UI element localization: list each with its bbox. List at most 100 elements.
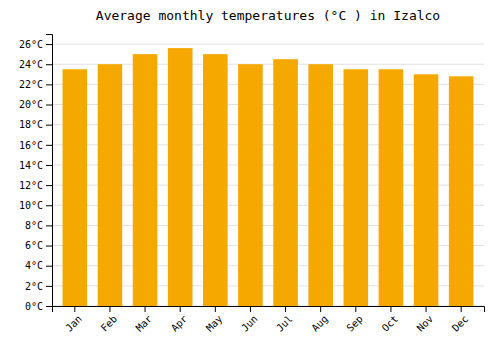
tick-label: 24°C [19, 59, 43, 70]
tick-label: 12°C [19, 180, 43, 191]
bar [63, 69, 88, 306]
tick: Oct [380, 306, 401, 334]
bar [168, 48, 193, 306]
tick: Jan [63, 306, 84, 334]
tick-label: 10°C [19, 200, 43, 211]
tick-mark [46, 286, 52, 287]
tick: Dec [450, 306, 471, 334]
tick: Aug [309, 306, 330, 334]
tick-mark [320, 306, 321, 312]
bar [379, 69, 404, 306]
tick-mark [355, 306, 356, 312]
tick-mark [461, 306, 462, 312]
tick: Sep [344, 306, 365, 334]
tick-label: 2°C [25, 281, 43, 292]
tick-mark [46, 105, 52, 106]
tick-label: Nov [415, 313, 436, 334]
tick-mark [46, 125, 52, 126]
tick-mark [390, 306, 391, 312]
tick-label: May [204, 313, 225, 334]
tick-label: Jan [63, 313, 84, 334]
title: Average monthly temperatures (°C ) in Iz… [96, 8, 440, 23]
grid-line [52, 44, 484, 45]
tick: Apr [169, 306, 190, 334]
tick: 14°C [19, 160, 52, 171]
tick-label: 18°C [19, 119, 43, 130]
tick-label: Mar [134, 313, 155, 334]
tick-label: 22°C [19, 79, 43, 90]
tick-mark [46, 145, 52, 146]
tick: Mar [134, 306, 155, 334]
tick: Feb [99, 306, 120, 334]
tick: 24°C [19, 59, 52, 70]
tick: 18°C [19, 119, 52, 130]
bar [308, 64, 333, 306]
bar [449, 76, 474, 306]
tick: 12°C [19, 180, 52, 191]
tick-label: 20°C [19, 99, 43, 110]
tick-label: Oct [380, 313, 401, 334]
tick-label: Jul [274, 313, 295, 334]
bar [238, 64, 263, 306]
plot: 0°C 2°C 4°C 6°C 8°C 10°C 12°C 14°C 16°C 18°C 20°C 2… [19, 35, 485, 334]
bar [203, 54, 228, 306]
tick-mark [250, 306, 251, 312]
tick: Nov [415, 306, 436, 334]
tick-label: Aug [309, 313, 330, 334]
tick-label: 14°C [19, 160, 43, 171]
tick: 0°C [25, 301, 52, 312]
tick-label: Dec [450, 313, 471, 334]
tick-mark [74, 306, 75, 312]
tick-label: 4°C [25, 260, 43, 271]
tick: 6°C [25, 240, 52, 251]
tick-mark [46, 266, 52, 267]
tick-mark [46, 205, 52, 206]
tick-mark [145, 306, 146, 312]
tick: 22°C [19, 79, 52, 90]
tick: Jun [239, 306, 260, 334]
tick: 8°C [25, 220, 52, 231]
tick-label: 8°C [25, 220, 43, 231]
tick-mark [109, 306, 110, 312]
tick: 10°C [19, 200, 52, 211]
x-axis: Jan Feb Mar Apr May Jun Jul Aug Sep Oct Nov Dec [53, 306, 485, 334]
chart: 0°C 2°C 4°C 6°C 8°C 10°C 12°C 14°C 16°C 18°C 20°C 2… [0, 0, 500, 350]
tick-mark [46, 44, 52, 45]
tick-mark [46, 165, 52, 166]
tick: Jul [274, 306, 295, 334]
tick-label: Apr [169, 313, 190, 334]
tick-label: 26°C [19, 39, 43, 50]
grid [52, 44, 484, 306]
tick-label: Jun [239, 313, 260, 334]
tick-mark [46, 84, 52, 85]
y-axis: 0°C 2°C 4°C 6°C 8°C 10°C 12°C 14°C 16°C 18°C 20°C 2… [19, 35, 53, 312]
tick-mark [285, 306, 286, 312]
tick: May [204, 306, 225, 334]
tick-mark [215, 306, 216, 312]
tick-label: 0°C [25, 301, 43, 312]
tick: 4°C [25, 260, 52, 271]
tick-mark [46, 185, 52, 186]
tick-mark [46, 64, 52, 65]
axis-line [46, 35, 53, 307]
tick-label: Sep [344, 313, 365, 334]
tick-mark [46, 246, 52, 247]
bars [63, 48, 474, 306]
tick-label: 16°C [19, 140, 43, 151]
bar [414, 74, 439, 306]
bar [133, 54, 158, 306]
tick-label: Feb [99, 313, 120, 334]
bar [273, 59, 298, 306]
tick: 20°C [19, 99, 52, 110]
axis-line [53, 307, 485, 313]
tick: 26°C [19, 39, 52, 50]
tick-label: 6°C [25, 240, 43, 251]
tick: 2°C [25, 281, 52, 292]
tick-mark [426, 306, 427, 312]
tick: 16°C [19, 140, 52, 151]
tick-mark [180, 306, 181, 312]
tick-mark [46, 225, 52, 226]
bar [344, 69, 369, 306]
tick-mark [46, 306, 52, 307]
bar [98, 64, 123, 306]
